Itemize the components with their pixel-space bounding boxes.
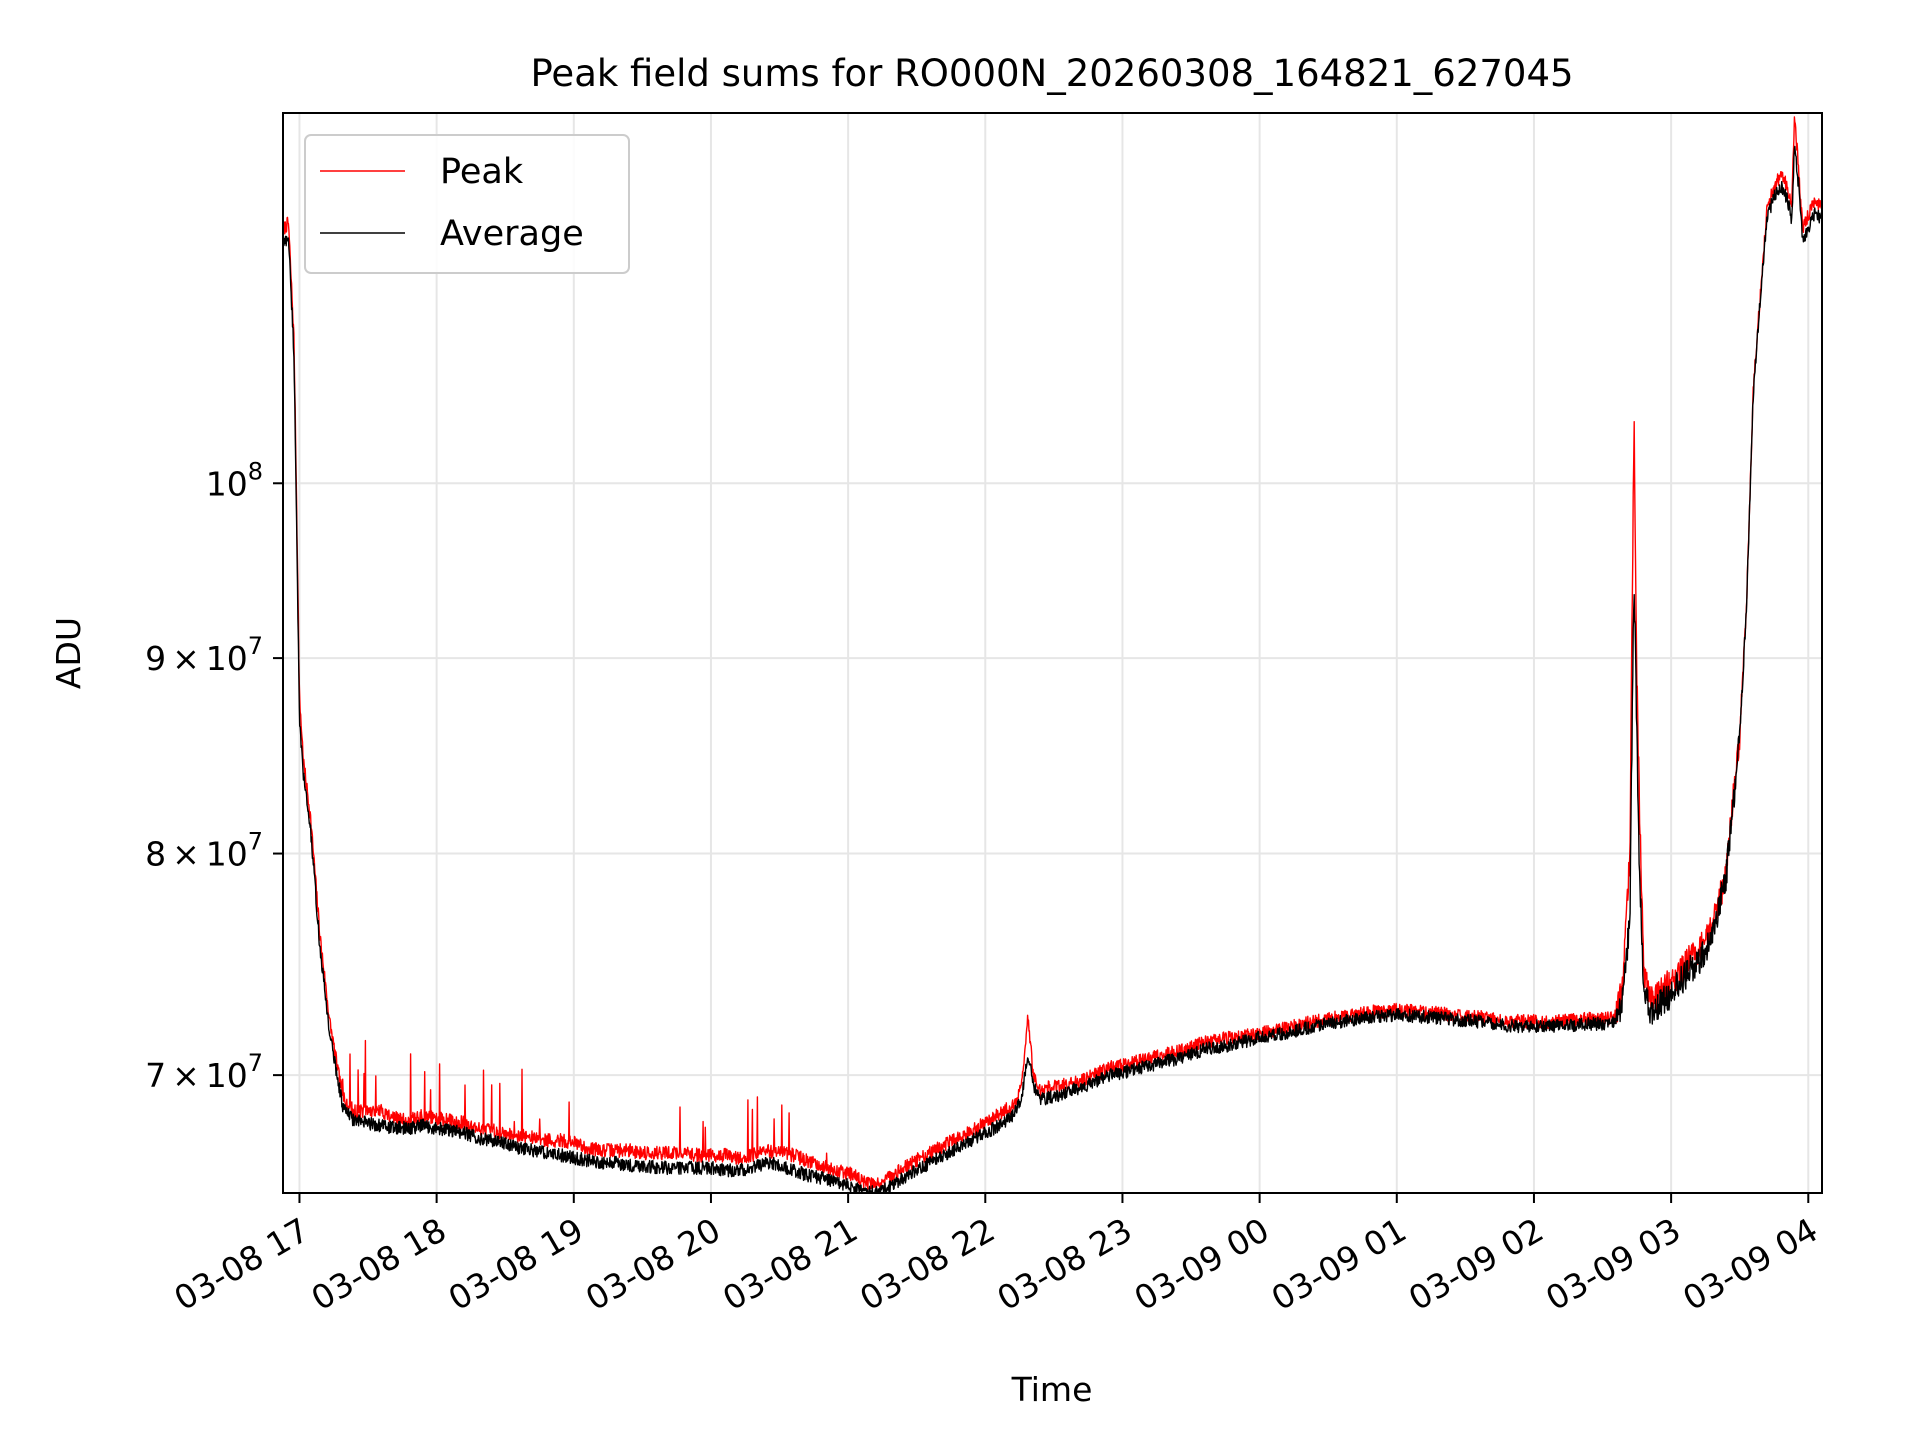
y-tick-exponent: 7 <box>248 828 263 856</box>
x-tick-label: 03-08 23 <box>990 1210 1138 1318</box>
plot-frame <box>282 112 1823 1194</box>
x-tick-label: 03-08 21 <box>716 1210 864 1318</box>
x-tick-label: 03-08 17 <box>167 1210 315 1318</box>
y-tick-exponent: 8 <box>248 457 263 485</box>
x-tick-label: 03-09 01 <box>1265 1210 1413 1318</box>
y-tick-label: 8 × 107 <box>145 828 263 874</box>
y-tick-times: × <box>172 639 200 678</box>
x-tick-label: 03-08 19 <box>442 1210 590 1318</box>
y-tick-mantissa: 7 <box>145 1056 166 1095</box>
x-tick-label: 03-09 03 <box>1539 1210 1687 1318</box>
series-line-average <box>283 145 1822 1193</box>
y-tick-mantissa: 8 <box>145 835 166 874</box>
x-tick-label: 03-08 22 <box>853 1210 1001 1318</box>
y-tick-exponent: 7 <box>248 632 263 660</box>
y-tick-mantissa: 9 <box>145 639 166 678</box>
y-tick-label: 9 × 107 <box>145 632 263 678</box>
x-tick-label: 03-08 20 <box>579 1210 727 1318</box>
y-tick-exponent: 7 <box>248 1049 263 1077</box>
x-axis-label: Time <box>1011 1370 1093 1409</box>
y-tick-label: 7 × 107 <box>145 1049 263 1095</box>
y-tick-base: 10 <box>206 464 248 503</box>
y-axis-label: ADU <box>49 617 88 689</box>
y-tick-base: 10 <box>206 639 248 678</box>
legend-box <box>304 134 630 274</box>
y-tick-base: 10 <box>206 1056 248 1095</box>
legend: Peak Average <box>304 134 630 274</box>
y-tick-base: 10 <box>206 835 248 874</box>
legend-peak-label: Peak <box>440 152 524 192</box>
series-layer <box>283 116 1822 1193</box>
y-tick-label: 108 <box>206 457 263 503</box>
x-tick-label: 03-09 02 <box>1402 1210 1550 1318</box>
grid <box>283 113 1822 1193</box>
series-line-peak <box>283 116 1822 1190</box>
chart-title: Peak field sums for RO000N_20260308_1648… <box>530 52 1573 95</box>
x-tick-label: 03-08 18 <box>305 1210 453 1318</box>
x-tick-label: 03-09 04 <box>1676 1210 1824 1318</box>
y-tick-times: × <box>172 1056 200 1095</box>
x-tick-label: 03-09 00 <box>1128 1210 1276 1318</box>
legend-average-label: Average <box>440 214 584 254</box>
y-tick-times: × <box>172 835 200 874</box>
